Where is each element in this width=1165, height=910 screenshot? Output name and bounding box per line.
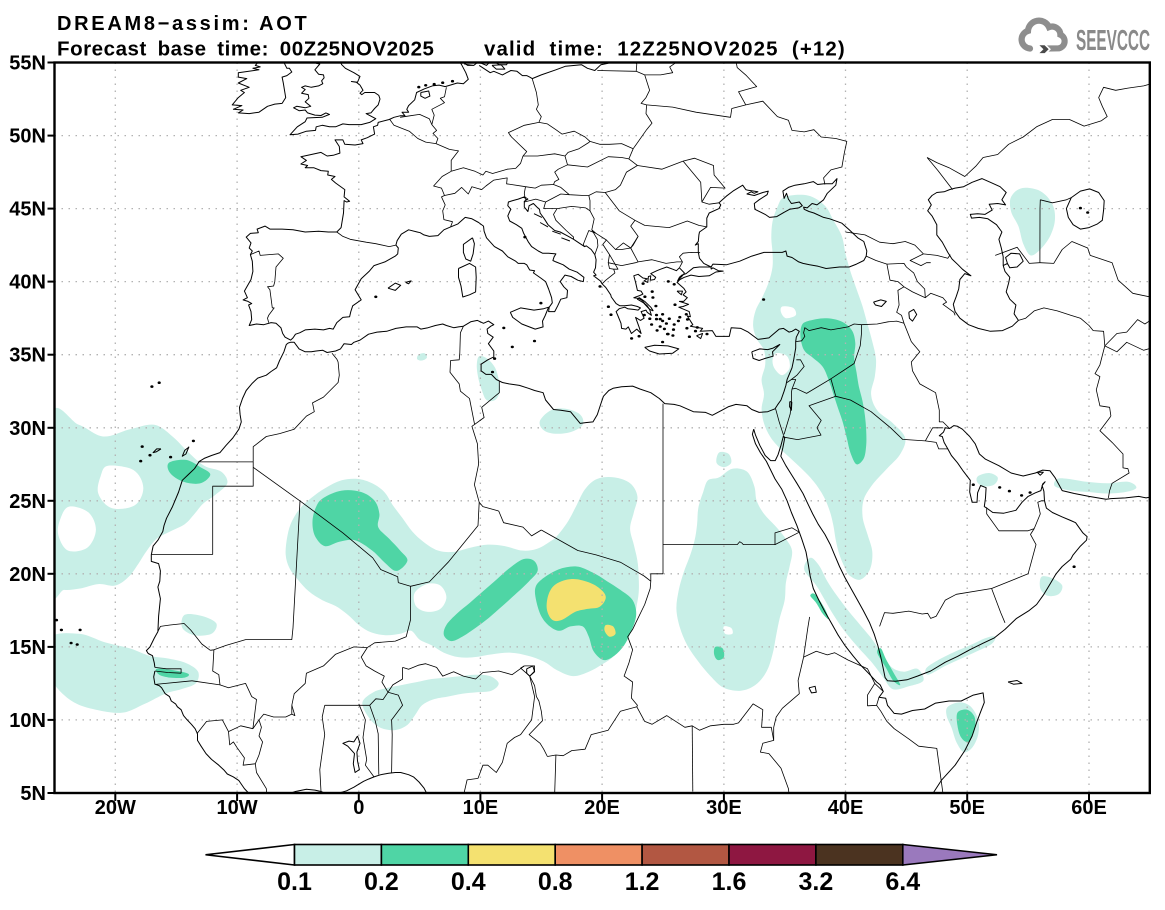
- svg-text:60E: 60E: [1071, 797, 1107, 819]
- svg-text:35N: 35N: [9, 345, 46, 367]
- svg-text:5N: 5N: [20, 783, 46, 805]
- svg-text:10N: 10N: [9, 710, 46, 732]
- svg-text:40E: 40E: [828, 797, 864, 819]
- svg-text:10E: 10E: [463, 797, 499, 819]
- svg-text:25N: 25N: [9, 491, 46, 513]
- svg-text:0.2: 0.2: [364, 868, 399, 896]
- svg-text:30N: 30N: [9, 418, 46, 440]
- svg-text:40N: 40N: [9, 272, 46, 294]
- svg-text:1.2: 1.2: [625, 868, 660, 896]
- svg-text:0: 0: [353, 797, 364, 819]
- svg-text:0.4: 0.4: [451, 868, 486, 896]
- svg-text:30E: 30E: [706, 797, 742, 819]
- svg-text:0.1: 0.1: [277, 868, 312, 896]
- svg-text:valid time: 12Z25NOV2025 (+12): valid time: 12Z25NOV2025 (+12): [484, 38, 846, 61]
- svg-text:55N: 55N: [9, 53, 46, 75]
- svg-text:1.6: 1.6: [712, 868, 747, 896]
- svg-text:DREAM8−assim: AOT: DREAM8−assim: AOT: [57, 13, 309, 35]
- svg-text:20E: 20E: [584, 797, 620, 819]
- svg-text:3.2: 3.2: [799, 868, 834, 896]
- svg-text:20W: 20W: [95, 797, 136, 819]
- svg-text:20N: 20N: [9, 564, 46, 586]
- svg-text:0.8: 0.8: [538, 868, 573, 896]
- svg-text:50E: 50E: [949, 797, 985, 819]
- svg-text:45N: 45N: [9, 199, 46, 221]
- svg-text:Forecast base time: 00Z25NOV20: Forecast base time: 00Z25NOV2025: [57, 38, 435, 61]
- svg-text:15N: 15N: [9, 637, 46, 659]
- svg-text:6.4: 6.4: [885, 868, 920, 896]
- svg-text:50N: 50N: [9, 126, 46, 148]
- svg-text:10W: 10W: [217, 797, 258, 819]
- svg-text:SEEVCCC: SEEVCCC: [1076, 25, 1150, 57]
